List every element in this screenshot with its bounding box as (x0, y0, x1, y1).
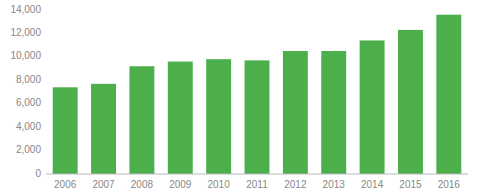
chart-container: 0 2,000 4,000 6,000 8,000 10,000 12,000 14,000 2… (0, 0, 478, 196)
x-tick-label: 2012 (284, 179, 307, 190)
x-tick-label: 2010 (208, 179, 231, 190)
y-tick-label: 8,000 (16, 74, 41, 85)
x-axis-line (46, 174, 468, 175)
x-tick-label: 2014 (361, 179, 384, 190)
bar (283, 51, 308, 174)
x-tick-label: 2011 (246, 179, 268, 190)
bar (206, 59, 231, 174)
y-tick-label: 2,000 (16, 144, 41, 155)
y-axis: 0 2,000 4,000 6,000 8,000 10,000 12,000 14,000 (10, 4, 41, 179)
y-tick-label: 0 (35, 168, 41, 179)
x-tick-label: 2015 (399, 179, 422, 190)
bar (129, 66, 154, 174)
bar (436, 15, 461, 174)
y-tick-label: 12,000 (10, 27, 41, 38)
bar (245, 60, 270, 174)
chart-svg: 0 2,000 4,000 6,000 8,000 10,000 12,000 14,000 2… (0, 0, 478, 196)
y-tick-label: 14,000 (10, 4, 41, 15)
bar (53, 87, 78, 174)
bar (321, 51, 346, 174)
bar (91, 84, 116, 174)
y-tick-label: 6,000 (16, 97, 41, 108)
x-tick-label: 2016 (438, 179, 461, 190)
y-tick-label: 10,000 (10, 50, 41, 61)
x-tick-label: 2013 (323, 179, 346, 190)
x-tick-label: 2008 (131, 179, 154, 190)
bar (360, 40, 385, 174)
x-tick-label: 2009 (169, 179, 192, 190)
x-axis: 2006 2007 2008 2009 2010 2011 2012 2013 2014 2015… (46, 174, 468, 190)
x-tick-label: 2007 (92, 179, 115, 190)
bar (168, 62, 193, 174)
y-tick-label: 4,000 (16, 121, 41, 132)
bar (398, 30, 423, 174)
x-tick-label: 2006 (54, 179, 77, 190)
bars (53, 15, 462, 174)
